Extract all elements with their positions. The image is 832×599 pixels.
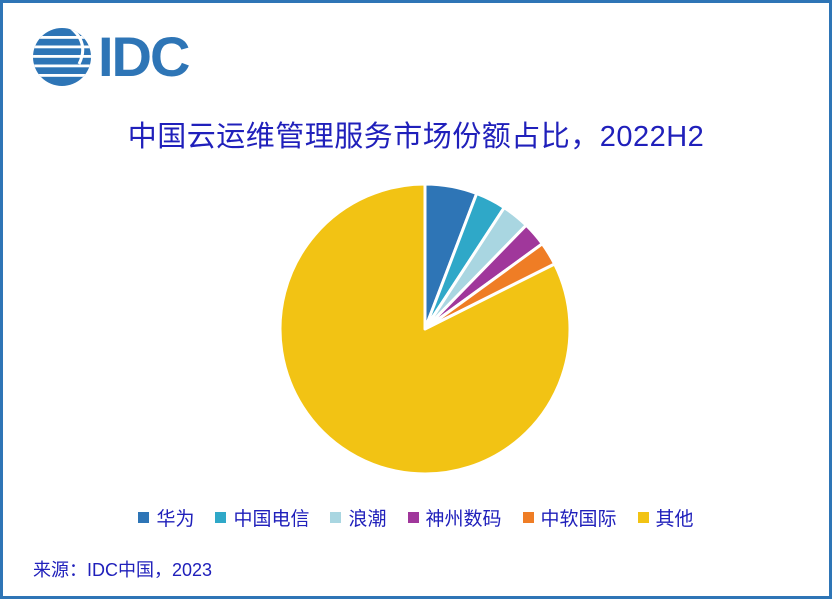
pie-chart [278,182,572,476]
legend-label: 神州数码 [425,509,502,530]
legend-swatch-icon [637,512,649,523]
legend-item-chinasoft: 中软国际 [522,504,617,531]
legend-label: 中软国际 [540,509,617,530]
idc-logo-text: IDC [98,25,190,88]
legend-item-huawei: 华为 [138,504,194,531]
idc-logo: IDC [33,25,190,88]
legend-label: 其他 [655,509,694,530]
chart-legend: 华为 中国电信 浪潮 神州数码 中软国际 其他 [3,504,829,531]
legend-swatch-icon [407,512,419,523]
legend-swatch-icon [522,512,534,523]
legend-label: 浪潮 [348,509,387,530]
legend-item-inspur: 浪潮 [330,504,387,531]
legend-item-others: 其他 [637,504,694,531]
chart-title: 中国云运维管理服务市场份额占比，2022H2 [127,121,705,153]
pie-chart-area [273,177,577,481]
legend-swatch-icon [330,512,342,523]
source-note: 来源：IDC中国，2023 [33,560,213,580]
idc-globe-icon [33,28,91,86]
legend-item-digital-china: 神州数码 [407,504,502,531]
legend-item-china-telecom: 中国电信 [215,504,309,531]
pie-slice-其他 [278,182,572,476]
legend-label: 中国电信 [233,509,310,530]
legend-swatch-icon [138,512,150,523]
legend-label: 华为 [156,509,195,530]
legend-swatch-icon [215,512,227,523]
